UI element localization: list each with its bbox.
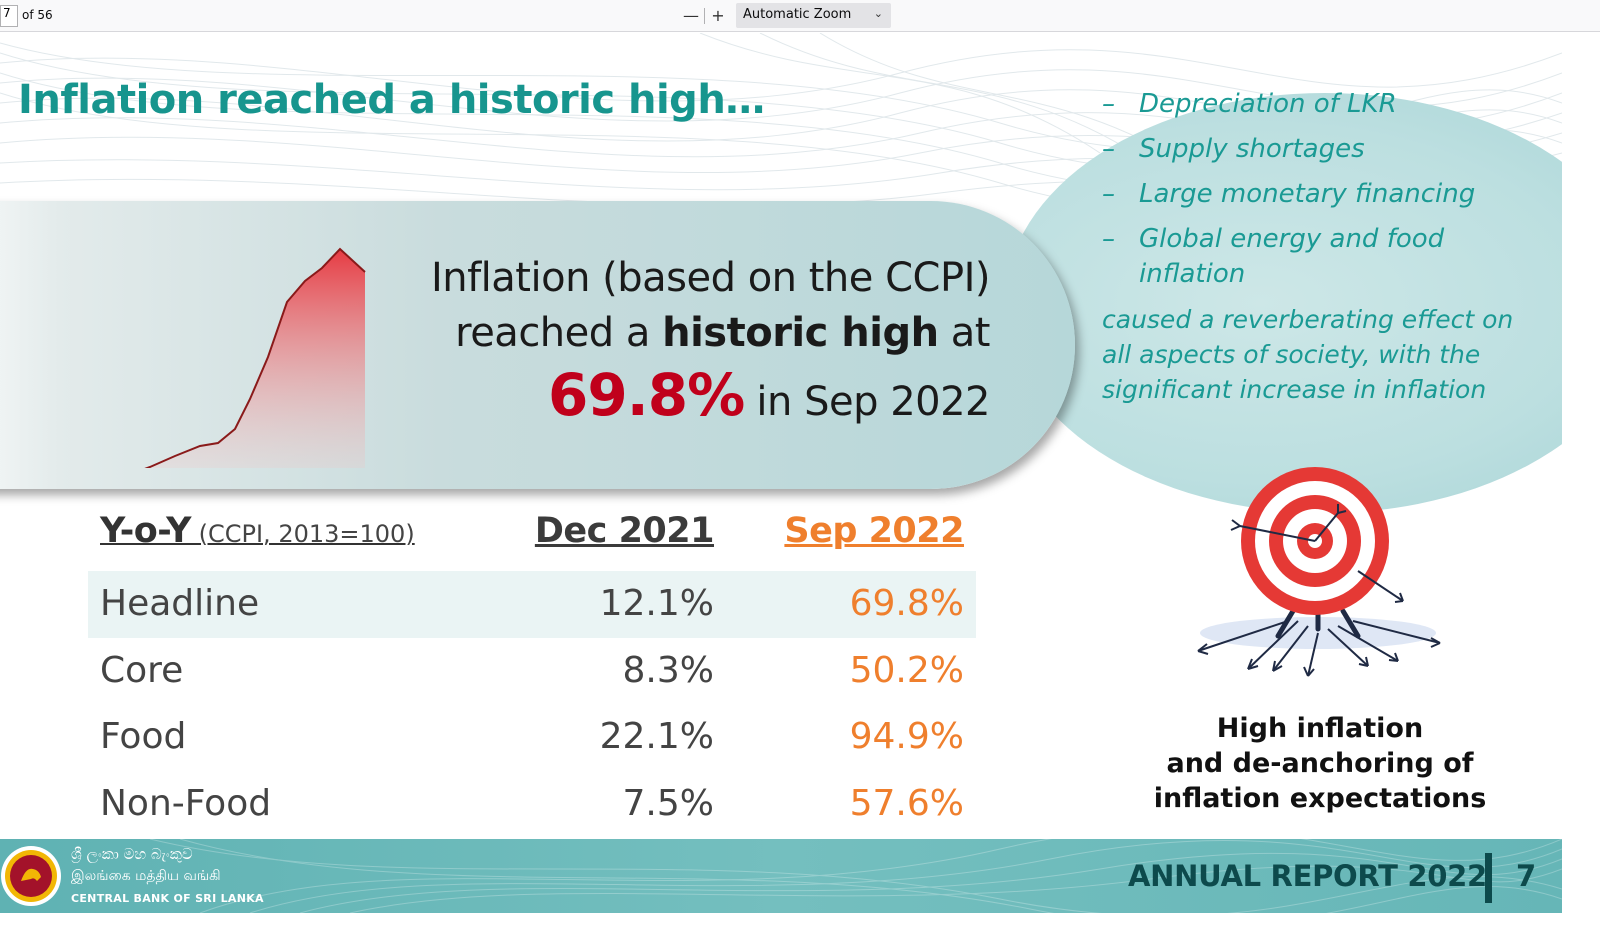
inflation-table: Y-o-Y (CCPI, 2013=100) Dec 2021 Sep 2022… bbox=[88, 503, 976, 837]
headline-post: at bbox=[938, 310, 991, 356]
target-icon bbox=[1197, 467, 1441, 677]
cause-text: Supply shortages bbox=[1139, 134, 1365, 164]
bank-name-sinhala: ශ්‍රී ලංකා මහ බැංකුව bbox=[71, 845, 193, 863]
row-sep-value: 50.2% bbox=[849, 649, 964, 691]
cause-text: Global energy and food inflation bbox=[1139, 224, 1445, 289]
table-header: Y-o-Y (CCPI, 2013=100) Dec 2021 Sep 2022 bbox=[88, 503, 976, 571]
row-sep-value: 69.8% bbox=[849, 583, 964, 624]
chevron-down-icon: ⌄ bbox=[873, 7, 883, 20]
slide-page-number: 7 bbox=[1516, 859, 1537, 893]
cause-text: Large monetary financing bbox=[1139, 179, 1476, 209]
row-sep-value: 94.9% bbox=[849, 716, 964, 757]
headline-pre: reached a bbox=[455, 310, 663, 356]
viewer-scrollbar-track[interactable] bbox=[1562, 33, 1600, 933]
row-label: Food bbox=[100, 716, 187, 757]
slide-footer: ශ්‍රී ලංකා මහ බැංකුව இலங்கை மத்திய வங்கி… bbox=[0, 839, 1562, 913]
zoom-out-button[interactable]: — bbox=[683, 6, 699, 25]
headline-line-1: Inflation (based on the CCPI) bbox=[430, 255, 991, 301]
column-dec-2021: Dec 2021 bbox=[534, 511, 715, 551]
row-dec-value: 22.1% bbox=[599, 716, 714, 757]
ccpi-base-label: (CCPI, 2013=100) bbox=[191, 520, 415, 548]
cause-item: – Supply shortages bbox=[1102, 132, 1547, 167]
causes-list: – Depreciation of LKR – Supply shortages… bbox=[1102, 87, 1547, 407]
slide-page: Inflation reached a historic high… – Dep… bbox=[0, 33, 1562, 913]
zoom-select-value: Automatic Zoom bbox=[743, 7, 852, 22]
cause-item: – Depreciation of LKR bbox=[1102, 87, 1547, 122]
inflation-sparkline bbox=[144, 247, 366, 468]
cause-item: – Global energy and food inflation bbox=[1102, 222, 1547, 292]
headline-percentage: 69.8% bbox=[547, 361, 745, 429]
dash-bullet: – bbox=[1102, 224, 1115, 254]
caption-line-2: and de-anchoring of bbox=[1166, 748, 1474, 779]
central-bank-seal-icon bbox=[1, 846, 61, 906]
dash-bullet: – bbox=[1102, 179, 1115, 209]
row-label: Non-Food bbox=[100, 782, 272, 824]
cause-item: – Large monetary financing bbox=[1102, 177, 1547, 212]
bank-name-english: CENTRAL BANK OF SRI LANKA bbox=[71, 892, 264, 905]
cause-text: Depreciation of LKR bbox=[1139, 89, 1397, 119]
headline-banner bbox=[0, 201, 1075, 489]
dash-bullet: – bbox=[1102, 89, 1115, 119]
target-caption: High inflation and de-anchoring of infla… bbox=[1120, 711, 1520, 816]
consequence-text: caused a reverberating effect on all asp… bbox=[1102, 305, 1514, 404]
caption-line-1: High inflation bbox=[1216, 713, 1424, 744]
table-row: Non-Food 7.5% 57.6% bbox=[88, 771, 976, 838]
viewer-toolbar: 7 of 56 — + Automatic Zoom ⌄ bbox=[0, 0, 1600, 32]
page-number-input[interactable]: 7 bbox=[0, 5, 18, 27]
column-sep-2022: Sep 2022 bbox=[784, 511, 964, 551]
slide-title: Inflation reached a historic high… bbox=[18, 77, 765, 123]
page-count-label: of 56 bbox=[22, 8, 53, 22]
bank-name-tamil: இலங்கை மத்திய வங்கி bbox=[71, 868, 221, 884]
headline-date: in Sep 2022 bbox=[744, 379, 990, 425]
headline-statement: Inflation (based on the CCPI) reached a … bbox=[370, 251, 991, 448]
footer-wave-pattern bbox=[149, 839, 1562, 913]
zoom-select[interactable]: Automatic Zoom ⌄ bbox=[736, 3, 891, 28]
row-label: Core bbox=[100, 649, 184, 691]
row-dec-value: 8.3% bbox=[622, 649, 714, 691]
row-sep-value: 57.6% bbox=[849, 782, 964, 824]
dash-bullet: – bbox=[1102, 134, 1115, 164]
table-row: Food 22.1% 94.9% bbox=[88, 704, 976, 771]
table-row: Headline 12.1% 69.8% bbox=[88, 571, 976, 638]
row-dec-value: 7.5% bbox=[622, 782, 714, 824]
headline-line-3: 69.8% in Sep 2022 bbox=[370, 361, 991, 448]
causes-background-shape bbox=[1005, 93, 1562, 513]
zoom-divider bbox=[704, 8, 705, 24]
row-label: Headline bbox=[100, 583, 260, 624]
zoom-in-button[interactable]: + bbox=[711, 6, 725, 25]
headline-emphasis: historic high bbox=[662, 310, 939, 356]
table-header-label: Y-o-Y (CCPI, 2013=100) bbox=[100, 511, 415, 551]
row-dec-value: 12.1% bbox=[599, 583, 714, 624]
table-row: Core 8.3% 50.2% bbox=[88, 638, 976, 705]
footer-divider bbox=[1485, 853, 1492, 903]
headline-line-2: reached a historic high at bbox=[370, 305, 990, 361]
caption-line-3: inflation expectations bbox=[1153, 783, 1487, 814]
yoy-label: Y-o-Y bbox=[100, 511, 192, 551]
annual-report-label: ANNUAL REPORT 2022 bbox=[1128, 859, 1487, 893]
